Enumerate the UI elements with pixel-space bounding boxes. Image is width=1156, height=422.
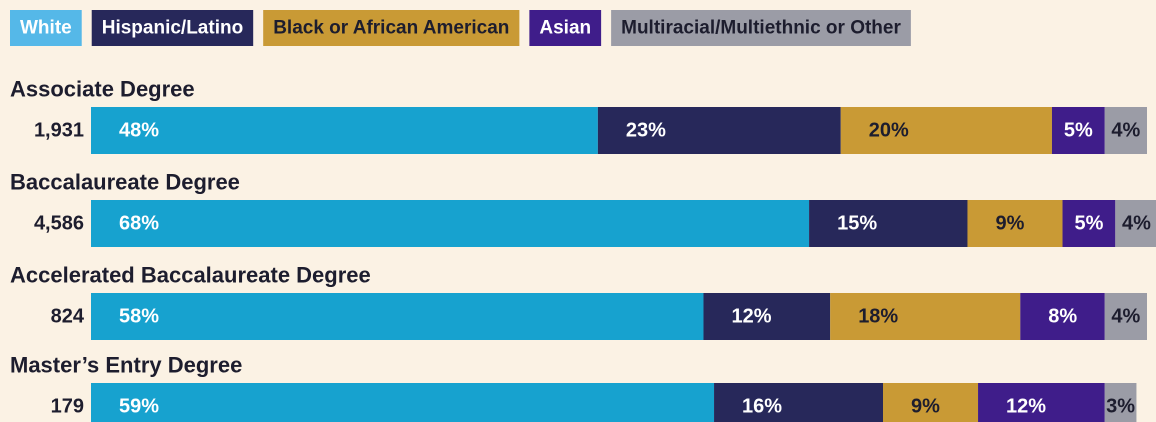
total-label: 824 bbox=[51, 306, 85, 328]
total-label: 179 bbox=[51, 396, 84, 418]
legend-label: White bbox=[20, 18, 72, 39]
legend-label: Multiracial/Multiethnic or Other bbox=[621, 18, 901, 39]
bar-segment bbox=[1115, 200, 1156, 247]
bar-segment bbox=[809, 200, 968, 247]
bar-segment bbox=[714, 383, 883, 422]
value-label: 4% bbox=[1122, 213, 1151, 235]
bar-segment bbox=[597, 107, 841, 154]
bar-segment bbox=[840, 107, 1052, 154]
bar-segment bbox=[703, 293, 831, 340]
bar-segment bbox=[91, 293, 704, 340]
value-label: 4% bbox=[1111, 120, 1140, 142]
bar-segment bbox=[91, 200, 810, 247]
legend-label: Asian bbox=[539, 18, 591, 39]
bar-segment bbox=[978, 383, 1105, 422]
bar-segment bbox=[1020, 293, 1105, 340]
legend-swatch bbox=[611, 10, 911, 46]
value-label: 48% bbox=[119, 120, 159, 142]
value-label: 9% bbox=[911, 396, 940, 418]
bar-segment bbox=[91, 383, 715, 422]
bar-segment bbox=[1104, 107, 1147, 154]
value-label: 5% bbox=[1064, 120, 1093, 142]
bar-segment bbox=[1051, 107, 1105, 154]
legend-swatch bbox=[263, 10, 520, 46]
bar-segment bbox=[91, 107, 598, 154]
value-label: 12% bbox=[1006, 396, 1046, 418]
total-label: 4,586 bbox=[34, 213, 84, 235]
legend-swatch bbox=[10, 10, 82, 46]
category-label: Master’s Entry Degree bbox=[10, 353, 242, 378]
value-label: 59% bbox=[119, 396, 159, 418]
value-label: 23% bbox=[626, 120, 666, 142]
value-label: 68% bbox=[119, 213, 159, 235]
legend-label: Black or African American bbox=[273, 18, 509, 39]
value-label: 58% bbox=[119, 306, 159, 328]
value-label: 20% bbox=[869, 120, 909, 142]
legend-label: Hispanic/Latino bbox=[102, 18, 243, 39]
bar-segment bbox=[967, 200, 1063, 247]
bar-segment bbox=[1104, 383, 1137, 422]
legend-swatch bbox=[91, 10, 254, 46]
value-label: 5% bbox=[1074, 213, 1103, 235]
value-label: 9% bbox=[995, 213, 1024, 235]
value-label: 8% bbox=[1048, 306, 1077, 328]
value-label: 3% bbox=[1106, 396, 1135, 418]
legend-swatch bbox=[529, 10, 602, 46]
category-label: Baccalaureate Degree bbox=[10, 170, 240, 195]
bar-segment bbox=[883, 383, 979, 422]
value-label: 12% bbox=[731, 306, 771, 328]
value-label: 15% bbox=[837, 213, 877, 235]
value-label: 4% bbox=[1111, 306, 1140, 328]
category-label: Accelerated Baccalaureate Degree bbox=[10, 263, 371, 288]
bar-segment bbox=[1104, 293, 1147, 340]
bar-segment bbox=[1062, 200, 1116, 247]
total-label: 1,931 bbox=[34, 120, 84, 142]
value-label: 16% bbox=[742, 396, 782, 418]
value-label: 18% bbox=[858, 306, 898, 328]
bar-segment bbox=[830, 293, 1021, 340]
category-label: Associate Degree bbox=[10, 77, 195, 102]
